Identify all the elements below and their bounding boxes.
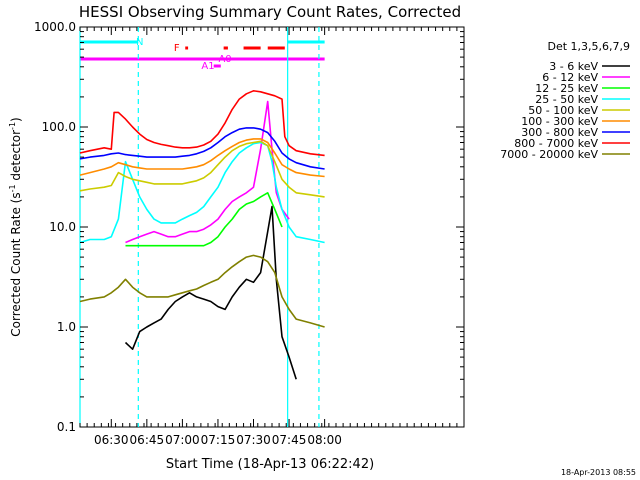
- footer-timestamp: 18-Apr-2013 08:55: [561, 468, 636, 477]
- series-line-800-7000-kev: [79, 90, 325, 157]
- y-axis: 0.1 1.0 10.0 100.0 1000.0: [34, 20, 464, 434]
- series-line-25-50-kev: [79, 141, 325, 244]
- flag-label-a1: A1: [201, 61, 214, 72]
- flag-label-n: N: [136, 37, 143, 48]
- legend-label-6-12-kev: 6 - 12 keV: [542, 71, 598, 84]
- legend-label-50-100-kev: 50 - 100 keV: [528, 104, 598, 117]
- legend-label-300-800-kev: 300 - 800 keV: [521, 126, 598, 139]
- y-label-mid: detector: [9, 130, 23, 185]
- y-label-end: ): [9, 117, 23, 122]
- legend-header: Det 1,3,5,6,7,9: [547, 40, 630, 53]
- x-tick-label: 08:00: [307, 433, 342, 447]
- flag-label-f: F: [174, 43, 180, 54]
- y-tick-label: 10.0: [49, 220, 76, 234]
- series-line-50-100-kev: [79, 140, 325, 198]
- flags-layer: N F A0 A1: [80, 37, 325, 72]
- x-tick-label: 07:15: [201, 433, 236, 447]
- y-tick-label: 1000.0: [34, 20, 76, 34]
- series-line-100-300-kev: [79, 138, 325, 178]
- flag-label-a0: A0: [218, 54, 231, 65]
- x-tick-label: 07:45: [272, 433, 307, 447]
- legend-label-12-25-kev: 12 - 25 keV: [535, 82, 598, 95]
- chart-title: HESSI Observing Summary Count Rates, Cor…: [79, 3, 461, 21]
- legend-label-800-7000-kev: 800 - 7000 keV: [514, 137, 598, 150]
- legend-label-25-50-kev: 25 - 50 keV: [535, 93, 598, 106]
- y-label-main: Corrected Count Rate (s: [9, 192, 23, 336]
- legend-label-7000-20000-kev: 7000 - 20000 keV: [500, 148, 598, 161]
- y-axis-label: Corrected Count Rate (s-1 detector-1): [8, 117, 23, 336]
- series-line-7000-20000-kev: [79, 254, 325, 328]
- y-tick-label: 100.0: [42, 120, 76, 134]
- x-tick-label: 07:30: [236, 433, 271, 447]
- x-tick-label: 07:00: [165, 433, 200, 447]
- y-tick-label: 1.0: [57, 320, 76, 334]
- series-line-6-12-kev: [125, 100, 290, 244]
- legend-label-100-300-kev: 100 - 300 keV: [521, 115, 598, 128]
- series-layer: [79, 90, 325, 380]
- plot-frame: [79, 26, 465, 428]
- x-tick-label: 06:45: [130, 433, 165, 447]
- y-label-sup2: -1: [8, 122, 17, 130]
- series-line-300-800-kev: [79, 127, 325, 170]
- x-axis: 06:30 06:45 07:00 07:15 07:30 07:45 08:00: [79, 27, 458, 447]
- series-line-3-6-kev: [124, 205, 297, 380]
- y-tick-label: 0.1: [57, 420, 76, 434]
- series-line-12-25-kev: [125, 192, 283, 247]
- x-axis-label: Start Time (18-Apr-13 06:22:42): [166, 457, 374, 472]
- legend-label-3-6-kev: 3 - 6 keV: [549, 60, 598, 73]
- y-label-sup1: -1: [8, 184, 17, 192]
- x-tick-label: 06:30: [94, 433, 129, 447]
